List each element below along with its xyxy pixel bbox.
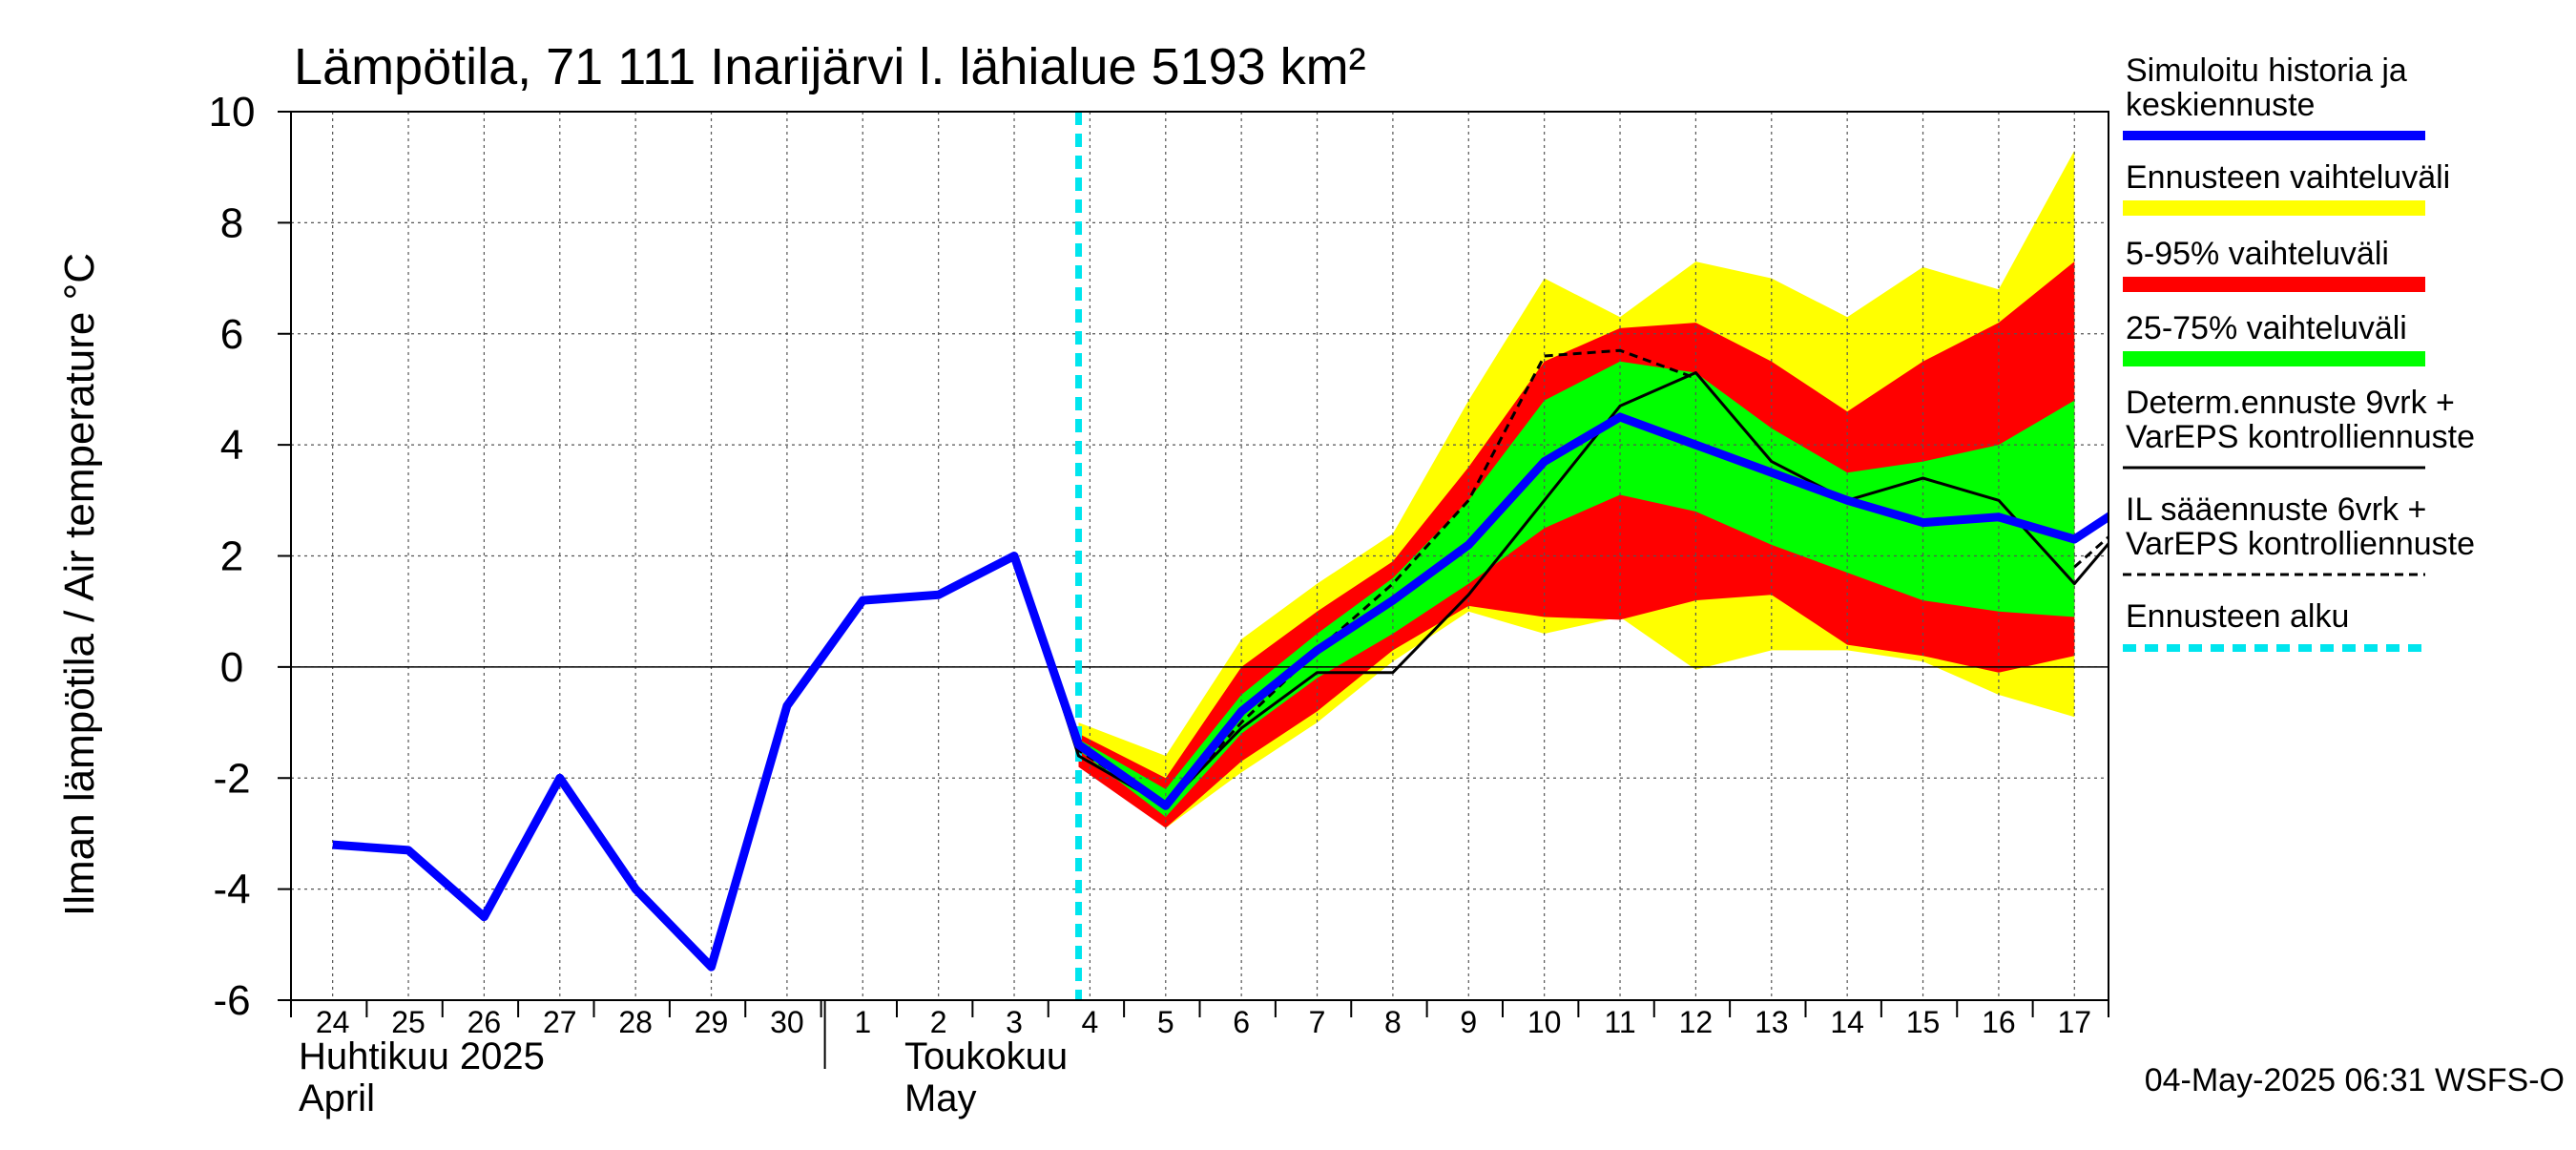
month-label-april-en: April [299, 1077, 375, 1119]
x-tick-label: 26 [467, 1005, 502, 1039]
grid-layer [291, 112, 2109, 1000]
x-tick-label: 1 [854, 1005, 871, 1039]
month-label-april-fi: Huhtikuu 2025 [299, 1035, 545, 1077]
x-tick-label: 15 [1906, 1005, 1941, 1039]
x-tick-label: 30 [770, 1005, 804, 1039]
x-tick-label: 7 [1309, 1005, 1326, 1039]
y-axis-label: Ilman lämpötila / Air temperature °C [56, 253, 103, 916]
band-layer [1078, 150, 2075, 828]
legend-label-determ: Determ.ennuste 9vrk + [2126, 385, 2455, 421]
legend-label-5-95: 5-95% vaihteluväli [2126, 236, 2389, 272]
x-tick-label: 8 [1384, 1005, 1402, 1039]
series-determ-forecast [1012, 371, 2109, 807]
legend-label-range: Ennusteen vaihteluväli [2126, 159, 2450, 196]
legend-label-il: IL sääennuste 6vrk + [2126, 491, 2426, 528]
x-tick-label: 6 [1233, 1005, 1250, 1039]
x-tick-label: 24 [316, 1005, 350, 1039]
x-tick-label: 4 [1082, 1005, 1099, 1039]
y-tick-label: -2 [213, 755, 250, 802]
legend-label-25-75: 25-75% vaihteluväli [2126, 310, 2407, 346]
y-tick-label: -6 [213, 977, 250, 1024]
frame-layer [278, 111, 2109, 1069]
y-tick-label: 0 [220, 644, 243, 691]
x-tick-label: 13 [1755, 1005, 1789, 1039]
footer-timestamp: 04-May-2025 06:31 WSFS-O [2145, 1062, 2565, 1098]
legend-label-start: Ennusteen alku [2126, 598, 2349, 635]
x-tick-label: 10 [1527, 1005, 1562, 1039]
y-tick-label: 6 [220, 311, 243, 358]
y-tick-label: 2 [220, 533, 243, 580]
y-tick-label: 4 [220, 422, 243, 469]
x-tick-label: 12 [1679, 1005, 1714, 1039]
month-label-may-fi: Toukokuu [904, 1035, 1068, 1077]
y-tick-label: 8 [220, 199, 243, 246]
band-5-95 [1078, 261, 2075, 828]
x-tick-label: 3 [1006, 1005, 1023, 1039]
legend-label-il: VarEPS kontrolliennuste [2126, 526, 2475, 562]
x-tick-label: 29 [695, 1005, 729, 1039]
x-tick-label: 28 [618, 1005, 653, 1039]
band-25-75 [1078, 361, 2075, 817]
series-il-forecast-tail [2073, 534, 2109, 569]
x-tick-label: 5 [1157, 1005, 1174, 1039]
legend-label-sim: Simuloitu historia ja [2126, 52, 2407, 89]
x-tick-label: 11 [1604, 1005, 1635, 1039]
x-tick-label: 17 [2057, 1005, 2091, 1039]
chart-title: Lämpötila, 71 111 Inarijärvi l. lähialue… [294, 38, 1366, 95]
y-tick-label: 10 [209, 89, 256, 136]
legend-label-determ: VarEPS kontrolliennuste [2126, 419, 2475, 455]
x-tick-label: 25 [391, 1005, 426, 1039]
series-il-forecast [1012, 348, 1696, 807]
legend-label-sim: keskiennuste [2126, 87, 2315, 123]
series-simulated [332, 412, 2109, 972]
x-tick-label: 14 [1830, 1005, 1864, 1039]
x-tick-label: 16 [1982, 1005, 2016, 1039]
x-tick-label: 9 [1460, 1005, 1477, 1039]
x-tick-label: 2 [930, 1005, 947, 1039]
x-tick-label: 27 [543, 1005, 577, 1039]
month-label-may-en: May [904, 1077, 977, 1119]
series-layer [332, 112, 2109, 1000]
y-tick-label: -4 [213, 867, 250, 913]
